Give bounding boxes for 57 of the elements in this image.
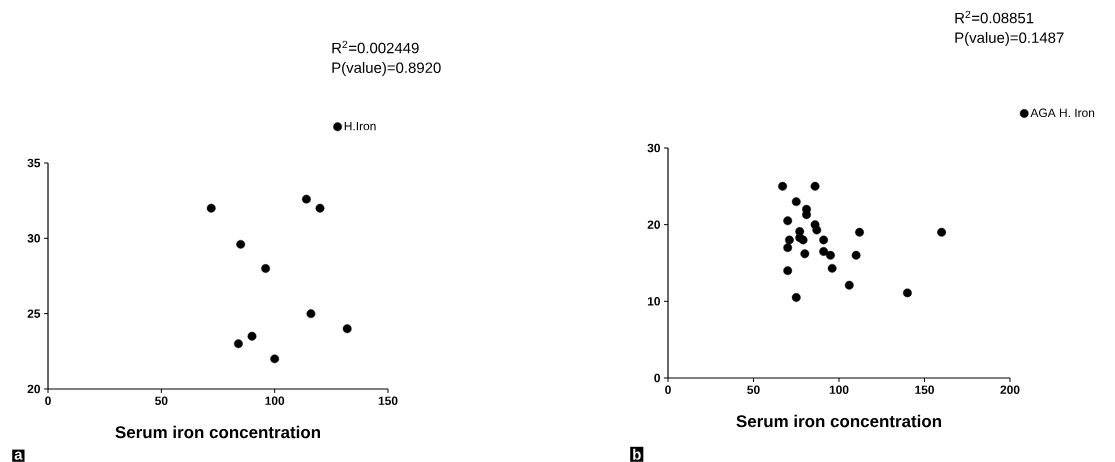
x-tick-label: 0 <box>665 385 671 394</box>
x-axis-title: Serum iron concentration <box>736 414 941 428</box>
legend-label: AGA H. Iron <box>1030 108 1095 118</box>
point <box>937 227 947 237</box>
y-tick-label: 10 <box>647 297 660 306</box>
text: a <box>14 451 23 460</box>
point <box>826 250 835 260</box>
point <box>791 197 801 207</box>
legend-label: H.Iron <box>344 121 376 131</box>
point <box>819 235 829 245</box>
y-tick-label: 0 <box>654 373 660 383</box>
y-tick-label: 20 <box>647 220 660 229</box>
text: R$^{2}$=0.002449 <box>332 40 419 54</box>
x-axis-title: Serum iron concentration <box>115 425 320 439</box>
point <box>819 247 829 256</box>
y-tick-label: 25 <box>27 309 41 318</box>
point <box>783 243 793 253</box>
y-tick-label: 35 <box>27 158 41 168</box>
point <box>791 293 801 302</box>
point <box>785 235 794 245</box>
text: R$^{2}$=0.08851 <box>955 10 1034 24</box>
point <box>851 250 861 260</box>
point <box>270 354 280 364</box>
point <box>802 210 811 220</box>
point <box>827 263 837 273</box>
point <box>810 181 820 191</box>
point <box>783 216 793 226</box>
point <box>261 264 271 273</box>
x-tick-label: 100 <box>829 385 849 394</box>
x-tick-label: 50 <box>747 385 760 394</box>
y-tick-label: 30 <box>647 143 660 153</box>
point <box>342 324 352 334</box>
point <box>234 339 243 349</box>
point <box>247 331 257 341</box>
x-tick-label: 150 <box>378 396 398 405</box>
point <box>844 280 854 290</box>
x-tick-label: 0 <box>45 396 51 405</box>
point <box>306 309 316 319</box>
point <box>315 203 325 213</box>
y-tick-label: 20 <box>27 384 40 394</box>
text: P(value)=0.8920 <box>332 62 441 76</box>
point <box>903 288 912 298</box>
point <box>778 181 787 191</box>
point <box>783 266 793 276</box>
text: b <box>633 448 641 460</box>
point <box>855 227 864 237</box>
point <box>812 225 822 235</box>
y-tick-label: 30 <box>27 234 40 243</box>
point <box>206 203 216 213</box>
point <box>236 239 246 249</box>
x-tick-label: 100 <box>265 396 285 405</box>
x-tick-label: 200 <box>1000 385 1020 394</box>
point <box>800 249 810 259</box>
x-tick-label: 50 <box>155 396 168 405</box>
point <box>302 194 311 204</box>
text: P(value)=0.1487 <box>955 32 1064 46</box>
x-tick-label: 150 <box>915 385 934 394</box>
